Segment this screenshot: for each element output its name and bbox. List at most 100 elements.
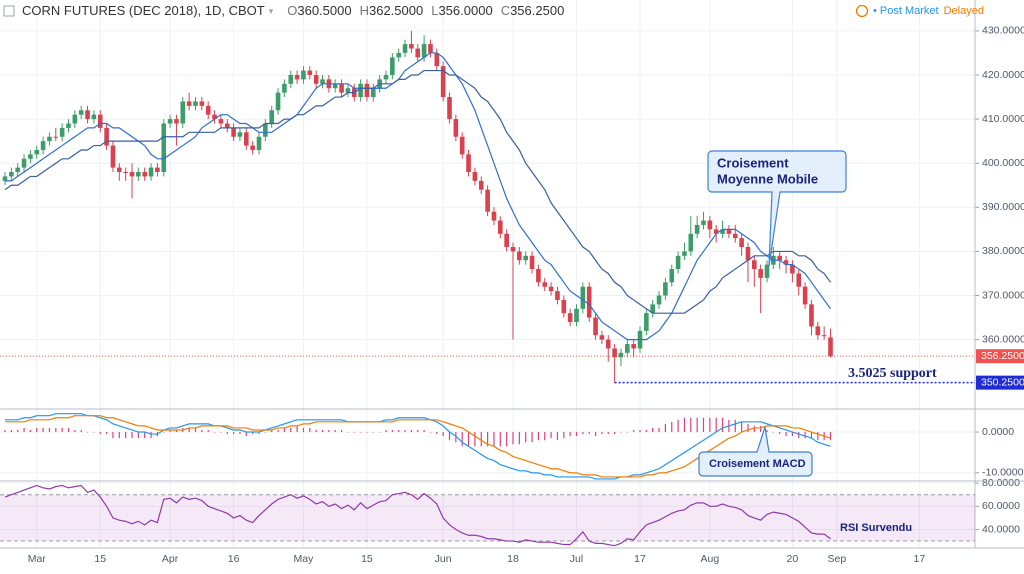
callout-text: Moyenne Mobile (717, 171, 818, 186)
macd-histogram-bar (779, 432, 781, 435)
candle-body (466, 154, 471, 173)
candle-body (136, 172, 141, 177)
callout-text: Croisement (717, 155, 789, 170)
x-tick-label: Jun (435, 553, 452, 565)
candle-body (193, 101, 198, 106)
macd-histogram-bar (614, 432, 616, 435)
candle-body (529, 255, 535, 270)
macd-histogram-bar (474, 432, 476, 447)
candle-body (53, 136, 59, 138)
candle-body (161, 123, 167, 173)
candle-body (739, 238, 744, 248)
ohlc-value: 360.5000 (297, 3, 351, 18)
candle-body (618, 352, 624, 358)
candle-body (510, 247, 516, 252)
macd-histogram-bar (302, 427, 305, 433)
candle-body (694, 224, 700, 234)
last-price-box (976, 349, 1024, 364)
candle-body (250, 145, 255, 150)
x-tick-label: 17 (634, 553, 646, 565)
macd-histogram-bar (29, 429, 31, 433)
candle-body (288, 74, 294, 84)
candle-body (472, 172, 478, 181)
delayed: Delayed (944, 5, 984, 17)
macd-histogram-bar (379, 432, 381, 433)
macd-histogram-bar (633, 429, 635, 433)
macd-histogram-bar (169, 429, 171, 433)
macd-histogram-bar (277, 429, 279, 433)
macd-histogram-bar (753, 425, 755, 433)
macd-histogram-bar (544, 432, 546, 441)
candle-body (802, 286, 808, 305)
candle-body (828, 337, 833, 357)
macd-histogram-bar (423, 429, 425, 433)
macd-histogram-bar (671, 421, 673, 433)
candle-body (758, 269, 763, 278)
macd-histogram-bar (696, 417, 698, 433)
candle-body (409, 44, 414, 49)
candle-body (40, 141, 46, 150)
candle-body (205, 105, 211, 115)
macd-histogram-bar (175, 429, 178, 433)
candle-body (656, 295, 662, 305)
candle-body (224, 123, 230, 128)
candle-body (821, 335, 827, 337)
y-tick-label: 40.0000 (982, 523, 1020, 535)
x-tick-label: Sep (828, 553, 847, 565)
macd-histogram-bar (607, 432, 609, 435)
candle-body (580, 286, 586, 309)
macd-histogram-bar (131, 432, 133, 439)
ohlc-value: 362.5000 (369, 3, 423, 18)
macd-histogram-bar (652, 427, 654, 433)
candle-body (555, 291, 560, 300)
rsi-annotation: RSI Survendu (840, 522, 912, 534)
y-tick-label: 410.0000 (982, 113, 1024, 125)
candle-body (396, 52, 401, 58)
macd-histogram-bar (106, 432, 108, 435)
macd-histogram-bar (99, 432, 101, 435)
post-market: Post Market (880, 5, 939, 17)
macd-histogram-bar (340, 429, 343, 433)
macd-histogram-bar (772, 432, 774, 433)
ohlc-value: 356.2500 (510, 3, 564, 18)
market-status: • Post Market Delayed (873, 5, 984, 17)
x-tick-label: 17 (914, 553, 926, 565)
candle-body (256, 136, 262, 150)
macd-histogram-bar (201, 429, 203, 433)
candle-body (669, 269, 675, 283)
candle-body (307, 70, 313, 75)
candle-body (447, 97, 452, 120)
candle-body (180, 101, 186, 124)
candle-body (536, 269, 541, 283)
y-tick-label: 400.0000 (982, 157, 1024, 169)
macd-histogram-bar (150, 432, 152, 439)
candle-body (415, 48, 421, 58)
macd-histogram-bar (506, 432, 508, 447)
macd-histogram-bar (645, 429, 647, 433)
macd-histogram-bar (480, 432, 482, 447)
ohlc-key: H (360, 3, 369, 18)
candle-body (434, 52, 440, 67)
macd-histogram-bar (620, 432, 622, 433)
macd-histogram-bar (664, 423, 666, 433)
candle-body (263, 123, 268, 137)
candle-body (783, 260, 789, 265)
candle-body (790, 264, 795, 274)
macd-histogram-bar (785, 432, 787, 437)
support-box (976, 375, 1024, 390)
candle-body (720, 229, 725, 234)
macd-histogram-bar (125, 432, 127, 439)
symbol-icon (3, 5, 15, 17)
macd-histogram-bar (448, 432, 451, 441)
macd-histogram-bar (258, 432, 260, 435)
x-tick-label: 20 (787, 553, 799, 565)
moving-average-line (5, 52, 831, 341)
support-label: 350.2500 (981, 376, 1024, 388)
macd-histogram-bar (372, 432, 374, 433)
candle-body (777, 255, 782, 261)
candle-body (142, 172, 147, 177)
macd-histogram-bar (760, 425, 762, 433)
macd-histogram-bar (385, 429, 387, 433)
